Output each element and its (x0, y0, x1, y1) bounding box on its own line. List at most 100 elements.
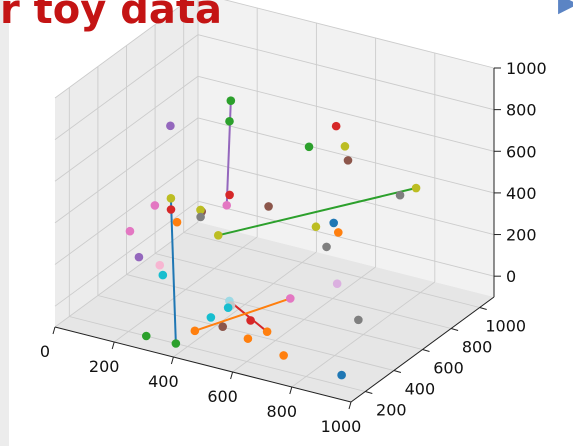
data-point (171, 339, 181, 348)
z-grid-line (54, 34, 199, 140)
data-point (213, 230, 223, 240)
data-point (343, 156, 353, 165)
z-tick-label: 800 (506, 101, 537, 120)
z-grid-line (54, 0, 190, 99)
y-tick-label: 400 (405, 380, 436, 399)
data-point (246, 316, 255, 325)
z-tick-label: 600 (506, 142, 537, 161)
x-tick-label: 200 (89, 357, 120, 376)
series-line (194, 297, 291, 332)
grid-lines (54, 0, 495, 403)
data-point (222, 201, 232, 210)
y-tick-label: 800 (462, 338, 493, 357)
z-grid-line (54, 159, 199, 265)
data-point (225, 190, 234, 200)
x-tick-label: 0 (40, 342, 50, 361)
x-tick-mark (348, 401, 352, 410)
data-point (196, 212, 205, 222)
data-point (190, 326, 200, 336)
data-point (337, 370, 346, 380)
z-tick-label: 400 (506, 184, 537, 203)
data-point (304, 142, 314, 152)
data-point (141, 331, 151, 341)
data-point (279, 351, 288, 360)
data-point (218, 322, 228, 331)
data-point (322, 242, 331, 252)
x-tick-mark (52, 326, 56, 335)
data-points (125, 96, 421, 380)
x-axis-ticks: 0 200 400 600 800 1000 (40, 326, 362, 436)
x-tick-mark (230, 371, 234, 380)
y-tick-label: 200 (376, 401, 407, 420)
z-tick-label: 200 (506, 226, 537, 245)
data-point (158, 270, 168, 280)
y-tick-mark (393, 370, 402, 373)
data-point (134, 252, 144, 262)
z-grid-line (197, 34, 495, 111)
y-grid-line (97, 295, 395, 371)
data-point (196, 205, 205, 215)
x-tick-mark (170, 356, 174, 365)
data-point (150, 201, 160, 210)
data-point (332, 279, 342, 289)
data-point (262, 327, 272, 336)
z-axis-ticks: 0 200 400 600 800 1000 (494, 59, 547, 286)
data-point (329, 218, 339, 228)
data-point (223, 303, 233, 312)
x-tick-label: 1000 (321, 417, 362, 436)
y-grid-line (69, 316, 366, 392)
data-point (166, 205, 176, 214)
y-grid-line (183, 232, 480, 308)
data-point (172, 217, 182, 227)
z-tick-label: 0 (506, 267, 516, 286)
x-tick-label: 800 (267, 402, 298, 421)
z-grid-line (197, 117, 495, 194)
data-point (226, 96, 236, 106)
series-line (228, 300, 268, 333)
data-point (411, 183, 421, 193)
data-point (243, 334, 253, 343)
data-point (155, 260, 165, 270)
data-point (340, 142, 350, 151)
data-point (206, 313, 216, 322)
z-grid-line (197, 200, 495, 277)
y-axis-ticks: 200 400 600 800 1000 (365, 307, 526, 420)
y-tick-label: 1000 (485, 317, 526, 336)
z-grid-line (197, 159, 495, 235)
y-tick-mark (422, 349, 430, 352)
series-line (169, 198, 177, 344)
x-tick-label: 400 (148, 372, 179, 391)
data-point (354, 315, 363, 325)
z-grid-line (54, 75, 199, 182)
data-point (286, 294, 295, 303)
y-grid-line (126, 274, 423, 350)
y-tick-mark (365, 391, 373, 394)
y-tick-mark (450, 328, 459, 331)
data-point (125, 226, 135, 236)
z-grid-line (54, 117, 199, 224)
series-line (218, 187, 417, 237)
data-point (166, 121, 175, 131)
z-tick-label: 1000 (506, 59, 547, 78)
y-tick-mark (479, 307, 487, 310)
x-tick-mark (111, 341, 115, 350)
data-point (395, 190, 405, 200)
y-tick-label: 600 (433, 359, 464, 378)
x-tick-mark (289, 386, 293, 395)
data-point (333, 228, 343, 237)
x-axis-line (54, 326, 352, 403)
z-grid-line (223, 0, 495, 69)
data-point (311, 222, 321, 232)
x-tick-label: 600 (207, 387, 238, 406)
chart-title: r toy data (0, 0, 222, 33)
corner-arrow-icon: ▶ (558, 0, 573, 18)
data-point (166, 194, 176, 203)
series-lines (169, 100, 417, 344)
data-point (331, 121, 341, 131)
data-point (264, 202, 273, 211)
left-window-strip (0, 0, 9, 446)
z-grid-line (54, 200, 199, 307)
data-point (225, 116, 234, 126)
z-grid-line (197, 75, 495, 152)
